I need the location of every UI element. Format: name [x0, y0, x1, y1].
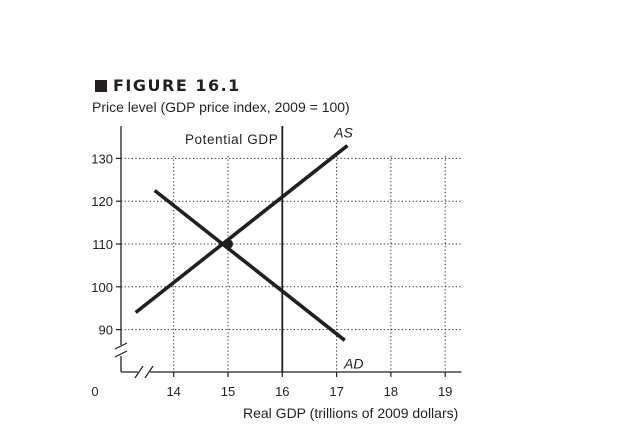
- ad-curve: [153, 189, 346, 342]
- y-axis-break-mark: [114, 350, 128, 358]
- figure-title: FIGURE 16.1: [113, 76, 241, 95]
- y-tick-label: 130: [91, 151, 113, 166]
- y-tick-label: 120: [91, 194, 113, 209]
- x-tick-label: 18: [384, 384, 398, 399]
- as-curve-label: AS: [333, 125, 353, 141]
- y-tick-label: 90: [99, 323, 113, 338]
- equilibrium-point: [223, 239, 233, 249]
- figure-square-icon: [95, 79, 107, 92]
- x-tick-label: 14: [166, 384, 180, 399]
- x-axis-title: Real GDP (trillions of 2009 dollars): [243, 405, 459, 421]
- x-tick-label: 15: [221, 384, 235, 399]
- x-axis-break-mark: [134, 365, 144, 379]
- x-axis-break-mark: [144, 365, 154, 379]
- ad-curve-label: AD: [343, 355, 363, 371]
- y-tick-label: 110: [92, 237, 113, 252]
- origin-label: 0: [91, 384, 98, 399]
- figure-header: FIGURE 16.1: [95, 76, 241, 95]
- x-tick-label: 17: [329, 384, 343, 399]
- y-tick-label: 100: [91, 280, 113, 295]
- y-axis-break-mark: [114, 342, 128, 350]
- x-tick-label: 19: [438, 384, 452, 399]
- x-tick-label: 16: [275, 384, 289, 399]
- potential-gdp-label: Potential GDP: [185, 132, 278, 147]
- y-axis-title: Price level (GDP price index, 2009 = 100…: [92, 99, 350, 115]
- as-curve: [134, 144, 349, 314]
